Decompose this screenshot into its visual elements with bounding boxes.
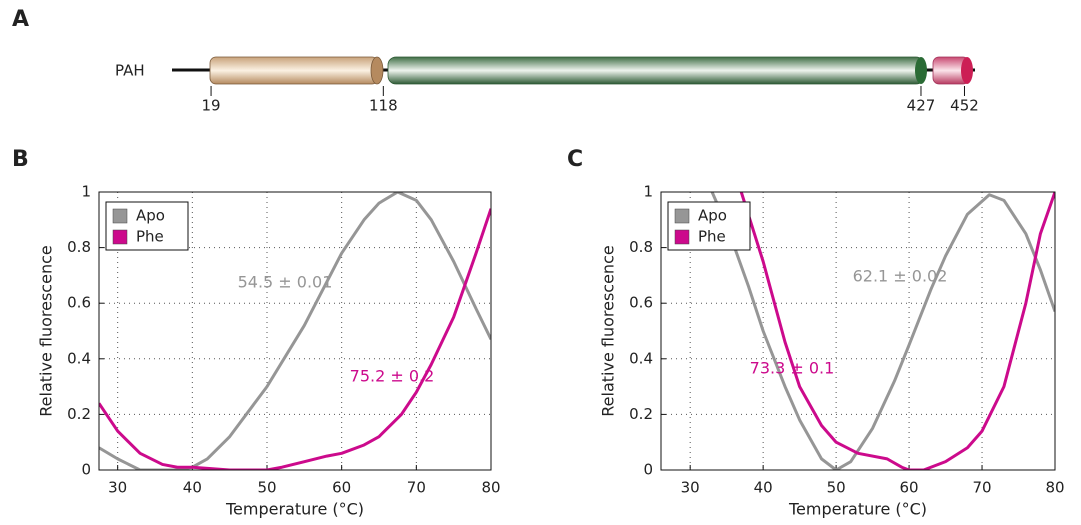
legend-swatch <box>674 229 690 245</box>
boundary-label: 118 <box>369 97 398 115</box>
y-tick-label: 0.8 <box>67 238 91 256</box>
protein-name: PAH <box>115 62 145 80</box>
legend-label: Apo <box>136 207 165 225</box>
axes-frame <box>660 191 1056 471</box>
x-tick-label: 70 <box>972 479 991 497</box>
series-line <box>99 192 491 470</box>
boundary-label: 452 <box>950 97 979 115</box>
y-tick-label: 0.8 <box>629 238 653 256</box>
plot-area <box>99 192 491 470</box>
y-tick-label: 0.6 <box>629 294 653 312</box>
x-tick-label: 40 <box>754 479 773 497</box>
legend-label: Phe <box>698 228 726 246</box>
plot-area <box>710 192 1055 470</box>
annotation: 73.3 ± 0.1 <box>750 359 835 378</box>
y-tick-label: 0.4 <box>67 349 91 367</box>
panel-label: C <box>567 147 583 172</box>
x-tick-label: 80 <box>481 479 500 497</box>
y-axis-label: Relative fluorescence <box>599 245 618 416</box>
axes-frame <box>98 191 492 471</box>
x-tick-label: 30 <box>681 479 700 497</box>
panel-label: B <box>12 147 29 172</box>
legend-label: Phe <box>136 228 164 246</box>
legend-swatch <box>112 229 128 245</box>
domain-diagram <box>172 56 975 85</box>
x-axis-label: Temperature (°C) <box>225 500 364 519</box>
y-axis-label: Relative fluorescence <box>37 245 56 416</box>
panel-label: A <box>12 7 29 32</box>
series-line <box>710 192 1055 470</box>
y-tick-label: 1 <box>81 183 91 201</box>
series-line <box>739 192 1055 470</box>
x-tick-label: 50 <box>827 479 846 497</box>
y-tick-label: 0 <box>643 461 653 479</box>
legend-swatch <box>112 208 128 224</box>
y-tick-label: 0.6 <box>67 294 91 312</box>
x-tick-label: 70 <box>407 479 426 497</box>
x-tick-label: 60 <box>332 479 351 497</box>
x-tick-label: 40 <box>183 479 202 497</box>
x-tick-label: 60 <box>900 479 919 497</box>
y-tick-label: 0.2 <box>67 405 91 423</box>
y-tick-label: 1 <box>643 183 653 201</box>
x-tick-label: 50 <box>257 479 276 497</box>
boundary-label: 427 <box>907 97 936 115</box>
annotation: 75.2 ± 0.2 <box>350 367 435 386</box>
x-tick-label: 30 <box>108 479 127 497</box>
annotation: 54.5 ± 0.01 <box>238 273 333 292</box>
series-line <box>99 208 491 470</box>
y-tick-label: 0 <box>81 461 91 479</box>
x-tick-label: 80 <box>1045 479 1064 497</box>
boundary-label: 19 <box>202 97 221 115</box>
y-tick-label: 0.2 <box>629 405 653 423</box>
annotation: 62.1 ± 0.02 <box>853 267 948 286</box>
y-tick-label: 0.4 <box>629 349 653 367</box>
legend-label: Apo <box>698 207 727 225</box>
legend-swatch <box>674 208 690 224</box>
x-axis-label: Temperature (°C) <box>788 500 927 519</box>
